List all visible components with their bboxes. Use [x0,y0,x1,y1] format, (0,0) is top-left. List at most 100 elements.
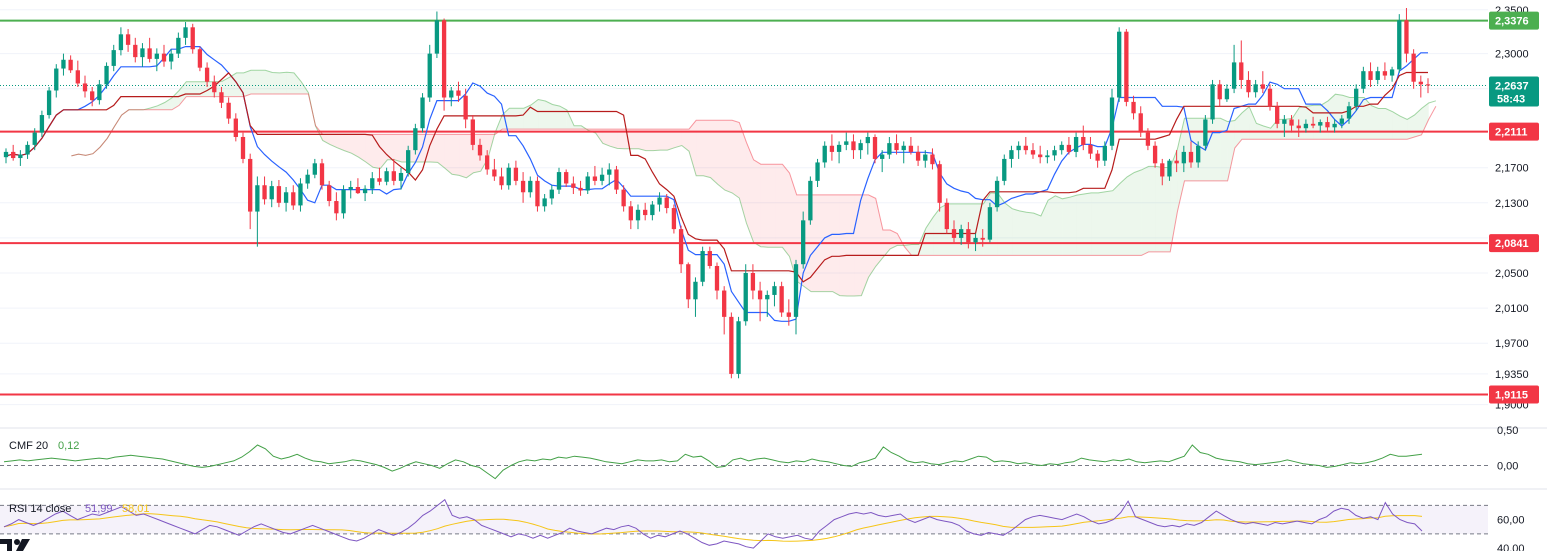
candle-body [1425,84,1431,86]
cloud-segment [222,77,230,97]
cloud-segment [1040,200,1049,256]
candle-body [700,251,705,282]
candle-body [930,154,935,165]
candle-body [1296,125,1301,129]
cloud-segment [832,194,840,296]
price-axis-tick: 2,0500 [1495,268,1529,280]
cloud-segment [1191,118,1199,181]
base-line [5,71,1428,283]
candle-body [1009,150,1014,159]
cmf-legend-title[interactable]: CMF 20 [9,440,48,452]
candle-body [578,187,583,191]
cloud-segment [1033,213,1041,256]
candle-body [456,90,461,96]
candle-body [1167,160,1172,177]
cloud-segment [1098,191,1106,256]
cloud-segment [171,90,180,110]
candle-body [542,198,547,207]
cloud-segment [387,134,395,160]
candle-body [413,128,418,151]
cloud-segment [933,207,941,256]
candle-body [528,180,533,193]
cloud-segment [595,129,603,144]
candle-body [980,237,985,240]
candle-body [398,172,404,181]
candle-body [937,164,942,203]
cloud-segment [997,193,1005,256]
candle-body [793,264,799,317]
candle-body [25,144,30,155]
cmf-legend-value: 0,12 [58,440,79,452]
cloud-segment [1234,112,1242,148]
candle-body [147,48,152,59]
rsi-axis-tick: 40,00 [1497,543,1525,551]
candle-body [298,183,303,206]
candle-body [571,183,576,188]
candle-body [283,192,289,203]
rsi-legend-title[interactable]: RSI 14 close [9,503,71,515]
cloud-segment [423,134,431,162]
cloud-segment [1399,116,1408,140]
tradingview-logo-icon[interactable] [0,539,30,551]
cloud-segment [1155,166,1163,252]
candle-body [858,143,863,151]
cloud-segment [890,229,898,249]
candle-body [1117,31,1122,98]
candle-body [585,176,590,191]
candle-body [894,143,899,151]
candle-body [693,281,698,300]
candle-body [987,207,993,240]
rsi-axis-tick: 60,00 [1497,515,1525,527]
cloud-segment [1127,172,1135,256]
candle-body [1138,113,1143,133]
cloud-segment [1055,195,1063,256]
cloud-segment [1407,115,1415,140]
candle-body [68,59,73,71]
candle-body [1368,71,1373,80]
price-axis[interactable]: 2,35002,30002,26002,21112,17002,13002,09… [1495,5,1529,412]
candle-body [851,141,856,151]
cloud-segment [365,134,373,168]
cloud-segment [1162,167,1171,252]
candle-body [1052,150,1057,156]
candle-body [463,95,468,120]
cloud-segment [710,120,718,185]
candle-body [97,84,102,101]
candle-body [212,81,217,93]
candle-body [427,53,432,98]
candle-body [1310,123,1316,126]
current-price-tag [1489,76,1539,107]
cloud-segment [1170,149,1178,252]
candle-body [614,169,619,190]
cloud-segment [602,129,610,147]
candle-body [1275,106,1280,124]
candle-body [233,118,238,137]
candle-body [46,90,52,116]
candle-body [880,154,885,159]
candle-body [11,151,16,159]
level-tag-label: 2,3376 [1495,16,1529,28]
candle-body [111,50,116,66]
candle-body [657,197,662,205]
candle-body [599,174,605,181]
cloud-segment [1076,194,1084,256]
candle-body [1174,160,1179,164]
rsi-legend-value: 51,99 [85,503,113,515]
candle-body [829,145,835,152]
candle-body [1361,71,1366,89]
candle-body [420,97,425,129]
price-axis-tick: 2,0100 [1495,303,1529,315]
cloud-segment [753,159,761,247]
cloud-segment [351,134,359,158]
cloud-segment [430,134,438,163]
candle-body [1382,71,1388,76]
cmf-axis-tick: 0,00 [1497,461,1518,473]
cloud-segment [322,134,330,145]
candle-body [1282,119,1287,124]
candle-body [729,316,734,374]
candle-body [82,83,88,92]
cloud-segment [1148,166,1156,252]
cloud-segment [911,244,919,256]
cloud-segment [1048,195,1056,256]
candle-body [1066,144,1072,152]
